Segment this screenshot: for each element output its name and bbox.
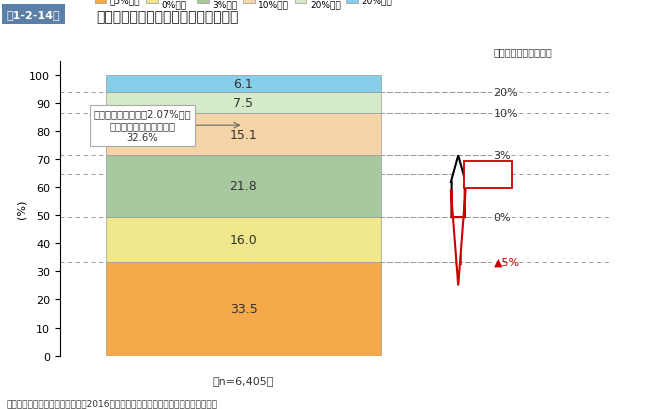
Text: 21.8: 21.8 [229,180,257,193]
Bar [106,75,381,92]
Y-axis label: (%): (%) [17,199,27,218]
Text: 生存企業の中央値（2.07%）を
上回る休廃業・解散企業
32.6%: 生存企業の中央値（2.07%）を 上回る休廃業・解散企業 32.6% [94,109,191,142]
Text: 7.5: 7.5 [233,97,253,110]
Text: 16.0: 16.0 [229,233,257,246]
Text: 0%: 0% [494,213,511,222]
Bar [106,262,381,356]
Text: 休廃業・解散企業の売上高経常利益率: 休廃業・解散企業の売上高経常利益率 [97,10,239,24]
Text: （売上高経常利益率）: （売上高経常利益率） [494,47,552,57]
Bar [106,114,381,156]
Text: 6.1: 6.1 [233,77,253,90]
Text: 33.5: 33.5 [229,302,257,315]
Bar [106,156,381,217]
Text: 15.1: 15.1 [229,128,257,141]
Text: 赤
字: 赤 字 [454,238,462,265]
Text: 黒
字: 黒 字 [454,173,462,201]
Text: 20%: 20% [494,88,518,97]
Text: 3%: 3% [494,151,511,161]
Text: 第1-2-14図: 第1-2-14図 [7,10,60,20]
Bar [106,92,381,114]
Legend: －5%未満, －5%以上
0%未満, 0%以上
3%未満, 3%以上
10%未満, 10%以上
20%未満, 20%以上: －5%未満, －5%以上 0%未満, 0%以上 3%未満, 3%以上 10%未満… [91,0,396,13]
Text: （n=6,405）: （n=6,405） [213,375,274,385]
Text: 10%: 10% [494,108,518,119]
Text: 2.07%: 2.07% [468,170,507,180]
Bar [106,217,381,262]
Text: 資料：（株）東京商エリサーチ「2016年「休廃業・解散企業」動向調査」再編加工: 資料：（株）東京商エリサーチ「2016年「休廃業・解散企業」動向調査」再編加工 [7,398,217,407]
Text: ▲5%: ▲5% [494,257,520,267]
